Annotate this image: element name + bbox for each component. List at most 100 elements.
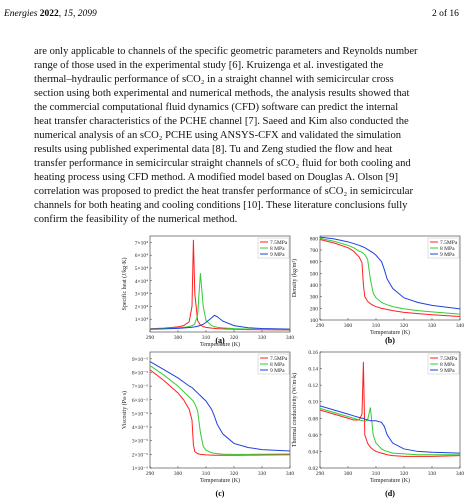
y-tick-label: 0.10 xyxy=(308,400,318,406)
y-tick-label: 200 xyxy=(310,306,319,312)
body-line: section using both experimental and nume… xyxy=(34,88,409,99)
series-line xyxy=(320,237,460,315)
x-tick-label: 290 xyxy=(146,471,155,477)
plot-frame xyxy=(319,235,461,321)
body-line: are only applicable to channels of the s… xyxy=(34,46,418,57)
x-tick-label: 290 xyxy=(146,335,155,341)
y-tick-label: 500 xyxy=(310,271,319,277)
x-tick-label: 330 xyxy=(428,323,437,329)
legend-label: 8 MPa xyxy=(270,246,285,252)
x-axis-label: Temperature (K) xyxy=(370,477,410,484)
y-tick-label: 9×10⁻⁵ xyxy=(132,357,148,363)
y-tick-label: 7×10⁻⁵ xyxy=(132,384,148,390)
body-line: numerical analysis of an sCO₂ PCHE using… xyxy=(34,130,402,141)
x-tick-label: 330 xyxy=(258,335,267,341)
body-line: correlation was proposed to predict the … xyxy=(34,186,414,197)
series-line xyxy=(320,236,460,310)
page-number: 2 of 16 xyxy=(432,8,459,19)
body-line: heat transfer characteristics of the PCH… xyxy=(34,116,409,127)
y-tick-label: 6×10⁻⁵ xyxy=(132,398,148,404)
legend-box xyxy=(427,237,460,259)
legend-label: 7.5MPa xyxy=(440,356,458,362)
y-tick-label: 6×10⁴ xyxy=(135,253,148,259)
y-axis-label: Thermal conductivity (W/m·k) xyxy=(291,373,298,447)
y-tick-label: 800 xyxy=(310,236,319,242)
body-line: confirm the feasibility of the numerical… xyxy=(34,214,237,225)
series-line xyxy=(150,314,290,330)
plot-frame xyxy=(149,235,291,333)
plot-frame xyxy=(149,351,291,469)
legend-label: 9 MPa xyxy=(270,252,285,258)
body-line: thermal–hydraulic performance of sCO₂ in… xyxy=(34,74,394,85)
legend-label: 8 MPa xyxy=(440,246,455,252)
legend-box xyxy=(427,353,460,375)
series-line xyxy=(150,361,290,452)
y-tick-label: 0.08 xyxy=(308,416,318,422)
figure: 290 300 310 320 330 340 1×10⁴ 2×10⁴ 3×10⁴ 4×10⁴ 5×… xyxy=(121,235,465,498)
panel-label: (a) xyxy=(215,336,225,345)
x-tick-label: 310 xyxy=(372,471,381,477)
series-line xyxy=(320,361,460,457)
y-tick-label: 0.04 xyxy=(308,449,318,455)
y-tick-label: 1×10⁴ xyxy=(135,317,148,323)
x-tick-label: 320 xyxy=(400,323,409,329)
y-tick-label: 3×10⁻⁵ xyxy=(132,439,148,445)
y-tick-label: 2×10⁻⁵ xyxy=(132,452,148,458)
y-tick-label: 400 xyxy=(310,283,319,289)
body-line: the commercial computational fluid dynam… xyxy=(34,102,398,113)
series-line xyxy=(320,407,460,456)
y-axis-label: Density (kg/m³) xyxy=(291,259,298,297)
legend-box xyxy=(257,237,290,259)
x-tick-label: 300 xyxy=(344,323,353,329)
series-line xyxy=(150,273,290,331)
citation: , 15, 2099 xyxy=(59,9,97,19)
y-tick-label: 0.02 xyxy=(308,466,318,472)
body-line: channels for both heating and cooling co… xyxy=(34,200,408,211)
series-line xyxy=(150,365,290,455)
y-tick-label: 600 xyxy=(310,260,319,266)
y-tick-label: 1×10⁻⁵ xyxy=(132,466,148,472)
body-line: heating process using CFD method. A modi… xyxy=(34,172,398,183)
x-tick-label: 330 xyxy=(258,471,267,477)
x-tick-label: 290 xyxy=(316,323,325,329)
x-tick-label: 310 xyxy=(202,471,211,477)
y-tick-label: 4×10⁴ xyxy=(135,279,148,285)
series-line xyxy=(320,405,460,454)
x-tick-label: 320 xyxy=(400,471,409,477)
x-axis-label: Temperature (K) xyxy=(200,341,240,348)
chart: 290 300 310 320 330 340 1×10⁻⁵ 2×10⁻⁵ 3×10⁻⁵ 4×10… xyxy=(121,351,295,498)
y-tick-label: 2×10⁴ xyxy=(135,304,148,310)
legend-label: 7.5MPa xyxy=(440,240,458,246)
x-tick-label: 340 xyxy=(286,335,295,341)
y-tick-label: 5×10⁴ xyxy=(135,266,148,272)
y-tick-label: 4×10⁻⁵ xyxy=(132,425,148,431)
legend-label: 9 MPa xyxy=(440,368,455,374)
body-line: range of those used in the experimental … xyxy=(34,60,383,71)
x-axis-label: Temperature (K) xyxy=(200,477,240,484)
body-text: are only applicable to channels of the s… xyxy=(34,46,418,225)
legend-label: 9 MPa xyxy=(270,368,285,374)
y-tick-label: 100 xyxy=(310,318,319,324)
x-tick-label: 330 xyxy=(428,471,437,477)
y-tick-label: 0.16 xyxy=(308,350,318,356)
x-tick-label: 310 xyxy=(372,323,381,329)
legend-label: 7.5MPa xyxy=(270,356,288,362)
y-tick-label: 3×10⁴ xyxy=(135,292,148,298)
x-tick-label: 340 xyxy=(286,471,295,477)
x-tick-label: 290 xyxy=(316,471,325,477)
legend-label: 7.5MPa xyxy=(270,240,288,246)
y-tick-label: 300 xyxy=(310,295,319,301)
y-tick-label: 8×10⁻⁵ xyxy=(132,370,148,376)
legend-label: 8 MPa xyxy=(440,362,455,368)
running-header: Energies 2022, 15, 2099 xyxy=(3,9,97,19)
y-tick-label: 0.12 xyxy=(308,383,318,389)
y-tick-label: 0.14 xyxy=(308,367,318,373)
legend-label: 9 MPa xyxy=(440,252,455,258)
legend-box xyxy=(257,353,290,375)
x-tick-label: 340 xyxy=(456,323,465,329)
x-tick-label: 340 xyxy=(456,471,465,477)
chart: 290 300 310 320 330 340 1×10⁴ 2×10⁴ 3×10⁴ 4×10⁴ 5×… xyxy=(121,235,295,348)
series-line xyxy=(320,239,460,317)
y-axis-label: Viscosity (Pa·s) xyxy=(121,391,128,429)
